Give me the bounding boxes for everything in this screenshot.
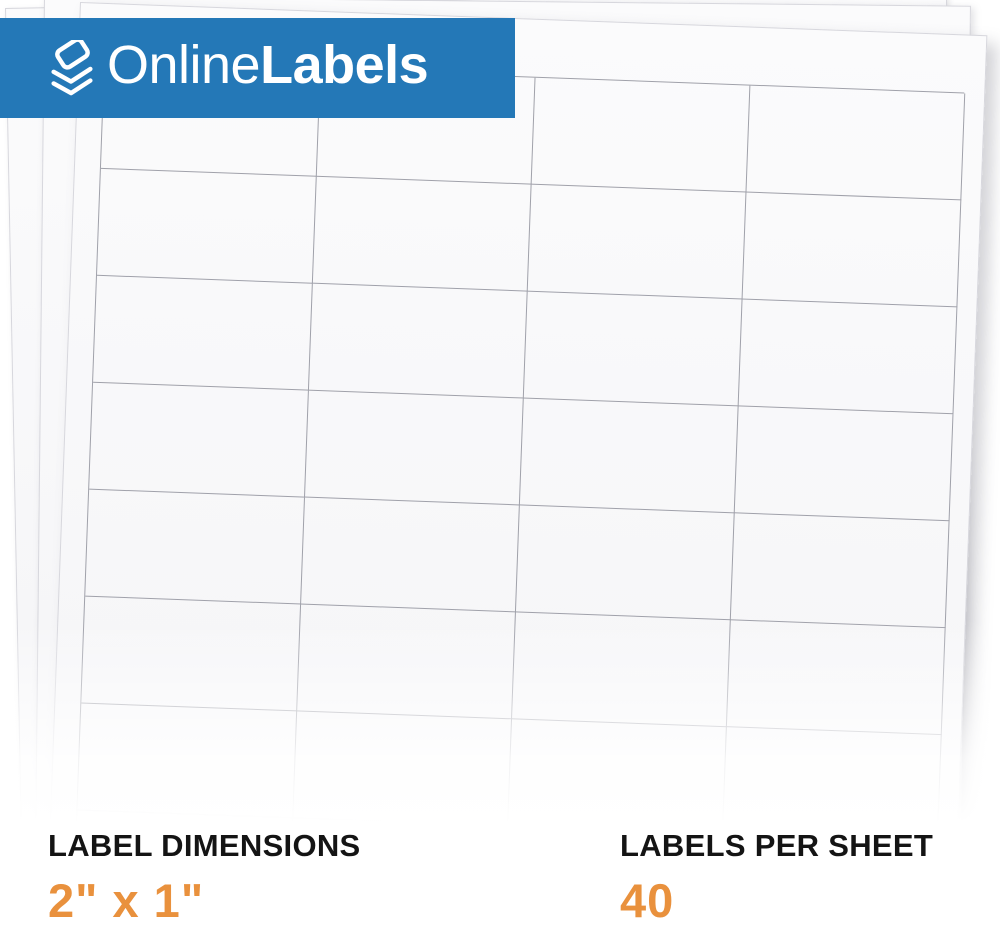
label-dimensions-block: LABEL DIMENSIONS 2" x 1" [48, 830, 361, 924]
label-cell [96, 168, 317, 284]
label-cell [745, 85, 966, 201]
label-cell [511, 612, 731, 728]
labels-per-sheet-block: LABELS PER SHEET 40 [620, 830, 933, 924]
label-cell [311, 176, 532, 292]
labels-per-sheet-heading: LABELS PER SHEET [620, 828, 934, 863]
label-cell [77, 703, 298, 819]
bottom-background [0, 848, 1000, 937]
label-cell [93, 275, 313, 391]
label-cell [729, 513, 950, 629]
label-cell [733, 406, 954, 522]
label-cell [507, 719, 727, 835]
label-sheet-front [37, 2, 988, 937]
label-cell [741, 192, 962, 308]
label-dimensions-value: 2" x 1" [48, 874, 205, 927]
label-cell [725, 620, 946, 736]
label-cell [85, 489, 305, 605]
label-cell [526, 184, 747, 300]
label-cell [300, 497, 520, 613]
label-cell [296, 604, 516, 720]
brand-wordmark-labels: Labels [260, 35, 429, 95]
label-cell [737, 299, 958, 415]
labels-per-sheet-value: 40 [620, 874, 675, 927]
brand-banner: OnlineLabels [0, 18, 515, 118]
stacked-labels-icon [51, 40, 93, 96]
label-dimensions-heading: LABEL DIMENSIONS [48, 828, 361, 863]
label-cell [514, 505, 735, 621]
label-cell [518, 398, 739, 514]
label-cell [530, 77, 751, 193]
brand-wordmark-online: Online [107, 35, 261, 95]
label-cell [303, 390, 524, 506]
label-grid [64, 60, 966, 937]
label-cell [522, 291, 743, 407]
label-cell [307, 283, 528, 399]
label-cell [721, 727, 942, 842]
label-cell [89, 382, 309, 498]
label-cell [81, 596, 302, 712]
label-cell [292, 711, 513, 827]
brand-wordmark: OnlineLabels [107, 35, 429, 95]
